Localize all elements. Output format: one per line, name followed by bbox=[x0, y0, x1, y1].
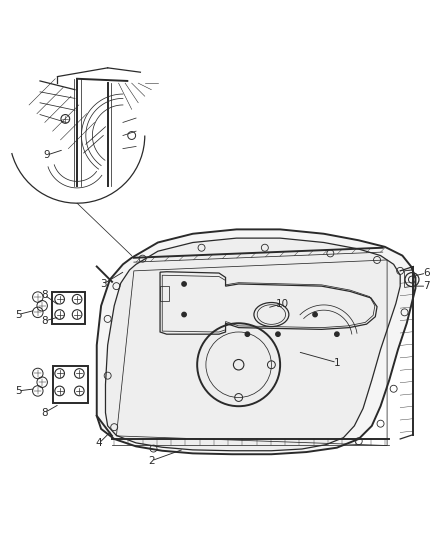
Circle shape bbox=[182, 312, 186, 317]
Circle shape bbox=[245, 332, 250, 336]
Text: 9: 9 bbox=[43, 150, 50, 160]
Circle shape bbox=[182, 282, 186, 286]
Text: 5: 5 bbox=[15, 386, 21, 396]
Text: 5: 5 bbox=[15, 310, 21, 319]
Text: 1: 1 bbox=[334, 358, 340, 368]
Text: 6: 6 bbox=[423, 268, 430, 278]
Text: 7: 7 bbox=[423, 281, 430, 291]
Text: 8: 8 bbox=[41, 316, 48, 326]
Circle shape bbox=[276, 332, 280, 336]
Text: 8: 8 bbox=[41, 290, 48, 300]
Circle shape bbox=[313, 312, 317, 317]
Text: 8: 8 bbox=[41, 408, 48, 418]
Text: 4: 4 bbox=[95, 438, 102, 448]
Polygon shape bbox=[97, 229, 416, 454]
Text: 3: 3 bbox=[100, 279, 106, 289]
Circle shape bbox=[335, 332, 339, 336]
Polygon shape bbox=[106, 238, 400, 451]
Text: 10: 10 bbox=[276, 298, 289, 309]
Text: 2: 2 bbox=[148, 456, 155, 466]
